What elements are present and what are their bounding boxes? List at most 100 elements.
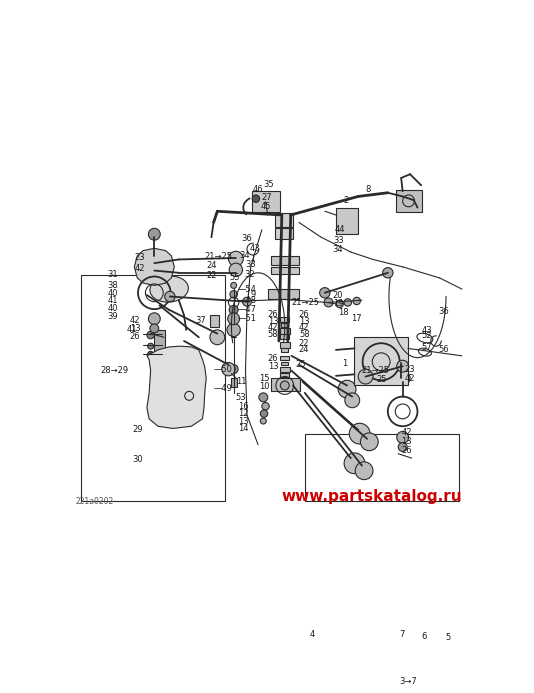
Text: 30: 30 <box>132 455 143 464</box>
Circle shape <box>338 380 356 398</box>
Circle shape <box>320 288 330 298</box>
Circle shape <box>280 381 289 390</box>
Text: 10: 10 <box>259 383 269 392</box>
Text: 42: 42 <box>135 264 145 273</box>
Text: 3→7: 3→7 <box>399 678 417 687</box>
Bar <box>281 362 288 365</box>
Circle shape <box>344 299 351 306</box>
Text: 22: 22 <box>206 271 217 280</box>
Circle shape <box>164 291 175 301</box>
Circle shape <box>261 410 268 417</box>
Circle shape <box>397 432 409 444</box>
Text: 19: 19 <box>333 299 343 308</box>
Text: 6: 6 <box>421 631 427 640</box>
Circle shape <box>252 195 260 202</box>
Text: 37: 37 <box>195 316 206 325</box>
Circle shape <box>229 252 244 266</box>
Bar <box>281 323 288 327</box>
Text: 28→29: 28→29 <box>100 366 128 375</box>
Text: 8: 8 <box>366 184 371 193</box>
Text: 52: 52 <box>421 331 431 340</box>
Text: 18: 18 <box>338 308 349 317</box>
Circle shape <box>261 418 266 424</box>
Polygon shape <box>135 248 174 286</box>
Text: 15: 15 <box>259 374 269 383</box>
Text: 35: 35 <box>263 180 274 189</box>
Circle shape <box>230 290 237 298</box>
Circle shape <box>398 443 407 451</box>
Text: 33: 33 <box>333 236 344 245</box>
Circle shape <box>229 365 238 374</box>
Text: 53: 53 <box>236 393 247 402</box>
Text: 13: 13 <box>130 324 140 333</box>
Bar <box>280 317 289 322</box>
Text: 24: 24 <box>299 345 309 354</box>
Text: 26: 26 <box>268 310 278 319</box>
Text: 17: 17 <box>351 314 362 323</box>
Text: —51: —51 <box>238 314 257 323</box>
Text: 42: 42 <box>401 428 412 437</box>
Text: 21→25: 21→25 <box>205 252 233 261</box>
Text: 36: 36 <box>438 307 449 316</box>
Text: 31: 31 <box>108 270 118 279</box>
Circle shape <box>229 263 242 277</box>
Circle shape <box>222 362 235 376</box>
Bar <box>275 213 293 227</box>
Text: 32: 32 <box>245 270 255 279</box>
Text: 45: 45 <box>261 202 271 211</box>
Text: 23: 23 <box>404 365 415 374</box>
Text: —48: —48 <box>238 296 257 305</box>
Text: 25: 25 <box>295 360 305 369</box>
Text: 43: 43 <box>249 244 260 253</box>
Text: 26: 26 <box>268 354 278 363</box>
Bar <box>252 191 280 212</box>
Circle shape <box>349 423 370 444</box>
Circle shape <box>397 360 409 372</box>
Text: 23: 23 <box>135 254 145 263</box>
Circle shape <box>148 351 154 358</box>
Text: 44: 44 <box>334 225 345 234</box>
Circle shape <box>210 330 225 344</box>
Text: 4: 4 <box>310 630 315 639</box>
Bar <box>271 267 299 274</box>
Circle shape <box>311 645 326 660</box>
Text: 58: 58 <box>268 330 278 339</box>
Text: 16: 16 <box>238 402 249 411</box>
Text: 56: 56 <box>438 345 449 354</box>
Circle shape <box>229 306 238 315</box>
Text: —50: —50 <box>214 365 232 374</box>
Bar <box>81 275 225 501</box>
Text: —54: —54 <box>238 286 257 295</box>
Text: 26: 26 <box>401 446 412 455</box>
Text: 40: 40 <box>108 289 118 298</box>
Text: 12: 12 <box>238 409 249 418</box>
Circle shape <box>259 393 268 402</box>
Circle shape <box>345 393 360 407</box>
Text: 2: 2 <box>343 195 349 204</box>
Bar <box>271 256 299 265</box>
Text: 25: 25 <box>376 375 387 384</box>
Text: 1: 1 <box>342 359 347 368</box>
Text: 46: 46 <box>252 184 263 193</box>
Circle shape <box>148 228 160 240</box>
Circle shape <box>395 354 407 366</box>
Text: 58: 58 <box>299 330 310 339</box>
Text: 41: 41 <box>127 326 137 334</box>
Text: 20: 20 <box>332 290 343 299</box>
Text: 40: 40 <box>108 304 118 313</box>
Text: 9: 9 <box>250 290 256 299</box>
Text: 42: 42 <box>404 374 414 383</box>
Text: 34: 34 <box>332 245 343 254</box>
Text: 11: 11 <box>236 376 246 385</box>
Text: 26: 26 <box>299 310 310 319</box>
Bar <box>231 378 237 387</box>
Bar <box>280 356 289 360</box>
Circle shape <box>262 403 269 410</box>
Text: 39: 39 <box>108 312 118 321</box>
Text: 13: 13 <box>299 317 310 326</box>
Bar <box>280 373 289 377</box>
Text: 21→25: 21→25 <box>362 366 390 375</box>
Text: 26: 26 <box>130 332 140 341</box>
Text: 13: 13 <box>268 317 278 326</box>
Text: 38: 38 <box>108 281 119 290</box>
